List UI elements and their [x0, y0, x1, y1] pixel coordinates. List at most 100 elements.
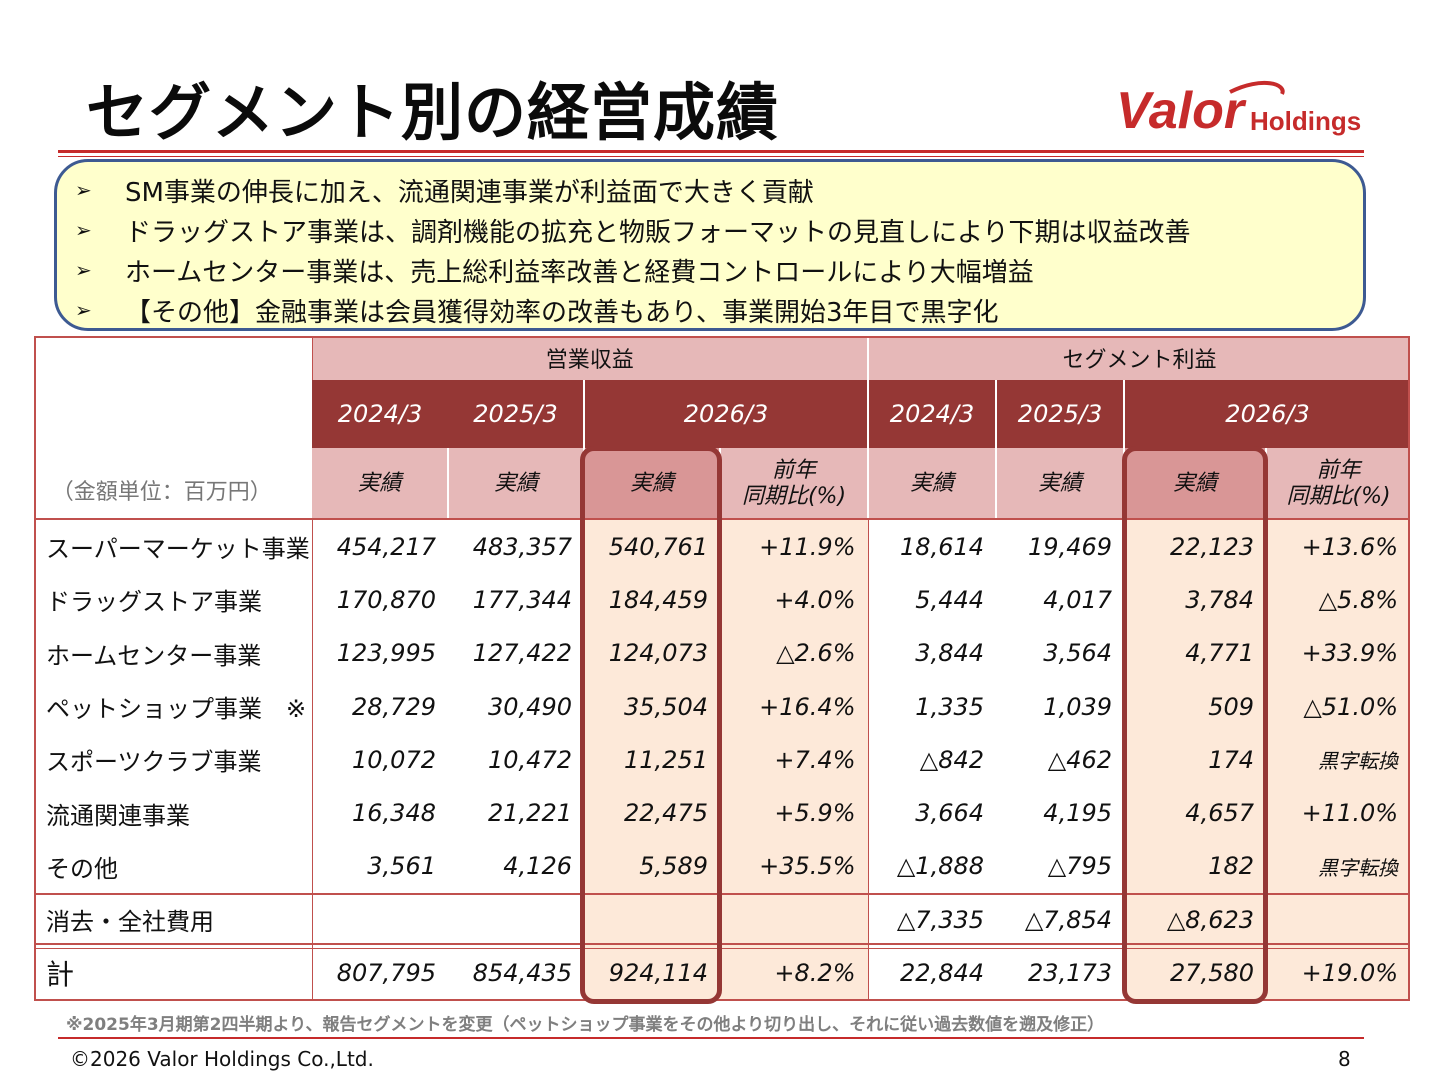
- header-year-2024-rev: 2024/3: [312, 380, 448, 448]
- rev-2025: 177,344: [472, 585, 572, 614]
- prof-yoy: 黒字転換: [1266, 839, 1411, 894]
- prof-yoy: △51.0%: [1266, 679, 1411, 734]
- summary-item: ➢ 【その他】金融事業は会員獲得効率の改善もあり、事業開始3年目で黒字化: [75, 290, 1363, 330]
- summary-item: ➢ SM事業の伸長に加え、流通関連事業が利益面で大きく貢献: [75, 170, 1363, 210]
- prof-2026: 182: [1124, 839, 1267, 894]
- elimination-divider: [34, 893, 1410, 895]
- table-row: 消去・全社費用 △7,335 △7,854 △8,623: [34, 893, 1411, 947]
- header-yoy-line1: 前年: [1316, 458, 1361, 483]
- prof-2026: 174: [1124, 733, 1267, 787]
- prof-yoy: +33.9%: [1266, 626, 1411, 680]
- prof-2025: 23,173: [1028, 959, 1113, 988]
- logo-swoosh: [1229, 80, 1285, 95]
- header-actual: 実績: [867, 448, 997, 520]
- table-row: その他 3,561 4,126 5,589 +35.5% △1,888 △795…: [34, 839, 1411, 894]
- prof-2025: 4,195: [1043, 799, 1113, 828]
- arrow-bullet-icon: ➢: [75, 218, 92, 242]
- header-revenue: 営業収益: [311, 336, 869, 380]
- rev-2026: 5,589: [584, 839, 720, 894]
- prof-2025: △795: [1047, 852, 1113, 881]
- title-rule-thin: [58, 156, 1364, 157]
- total-divider-double: [34, 948, 1410, 949]
- header-actual-current: 実績: [1123, 448, 1267, 520]
- rev-yoy: [720, 893, 869, 947]
- rev-yoy: +8.2%: [720, 946, 869, 1000]
- rev-2024: [311, 893, 448, 947]
- rev-2026: 540,761: [584, 520, 720, 574]
- logo-main-text: Valor: [1116, 82, 1247, 140]
- segment-label: スポーツクラブ事業: [46, 748, 262, 777]
- table-row-total: 計 807,795 854,435 924,114 +8.2% 22,844 2…: [34, 946, 1411, 1000]
- rev-2025: 10,472: [488, 745, 572, 774]
- prof-2026: 27,580: [1124, 946, 1267, 1000]
- header-year-2026-prof: 2026/3: [1123, 380, 1411, 448]
- rev-2025: 854,435: [472, 959, 572, 988]
- header-year-2025-prof: 2025/3: [995, 380, 1125, 448]
- rev-2026: 184,459: [584, 573, 720, 627]
- prof-2026: △8,623: [1124, 893, 1267, 947]
- prof-2026: 22,123: [1124, 520, 1267, 574]
- header-yoy-line2: 同期比(%): [741, 484, 847, 509]
- header-yoy-line2: 同期比(%): [1286, 484, 1391, 509]
- prof-2025: 19,469: [1028, 532, 1113, 561]
- rev-yoy: +11.9%: [720, 520, 869, 574]
- header-yoy: 前年 同期比(%): [718, 448, 869, 520]
- rev-2024: 10,072: [311, 733, 448, 787]
- arrow-bullet-icon: ➢: [75, 178, 92, 202]
- rev-2026: 35,504: [584, 679, 720, 734]
- header-actual: 実績: [995, 448, 1125, 520]
- summary-text: SM事業の伸長に加え、流通関連事業が利益面で大きく貢献: [125, 177, 814, 208]
- prof-2024: 5,444: [867, 573, 997, 627]
- rev-2024: 454,217: [311, 520, 448, 574]
- footer-rule: [58, 1037, 1364, 1039]
- rev-yoy: +4.0%: [720, 573, 869, 627]
- rev-2026: 11,251: [584, 733, 720, 787]
- rev-2025: 30,490: [488, 692, 572, 721]
- header-segment-profit: セグメント利益: [867, 336, 1411, 380]
- prof-2024: △842: [867, 733, 997, 787]
- header-divider: [34, 518, 1410, 520]
- segment-label: 計: [46, 958, 75, 992]
- rev-2025: [448, 893, 584, 946]
- rev-2026: 924,114: [584, 946, 720, 1000]
- rev-2024: 3,561: [311, 839, 448, 894]
- rev-2026: [584, 893, 720, 947]
- segment-label: 流通関連事業: [46, 801, 190, 830]
- prof-2025: 3,564: [1043, 639, 1113, 668]
- logo-sub-text: Holdings: [1250, 106, 1361, 136]
- prof-2025: 4,017: [1043, 585, 1113, 614]
- summary-text: ドラッグストア事業は、調剤機能の拡充と物販フォーマットの見直しにより下期は収益改…: [125, 217, 1191, 248]
- summary-box: ➢ SM事業の伸長に加え、流通関連事業が利益面で大きく貢献 ➢ ドラッグストア事…: [54, 159, 1366, 331]
- footnote: ※2025年3月期第2四半期より、報告セグメントを変更（ペットショップ事業をその…: [66, 1015, 1105, 1035]
- table-row: ペットショップ事業 ※ 28,729 30,490 35,504 +16.4% …: [34, 679, 1411, 734]
- prof-2025: 1,039: [1043, 692, 1113, 721]
- prof-yoy: △5.8%: [1266, 573, 1411, 627]
- rev-yoy: △2.6%: [720, 626, 869, 680]
- rev-2024: 16,348: [311, 786, 448, 840]
- company-logo: Valor Holdings: [1112, 70, 1364, 150]
- title-rule: [58, 150, 1364, 153]
- prof-2025: △7,854: [1024, 905, 1113, 934]
- prof-2024: 3,664: [867, 786, 997, 840]
- prof-yoy: +11.0%: [1266, 786, 1411, 840]
- summary-text: 【その他】金融事業は会員獲得効率の改善もあり、事業開始3年目で黒字化: [125, 297, 999, 328]
- segment-label: ホームセンター事業: [46, 641, 262, 670]
- segment-label: スーパーマーケット事業: [46, 535, 310, 564]
- header-actual-current: 実績: [583, 448, 720, 520]
- copyright: ©2026 Valor Holdings Co.,Ltd.: [70, 1047, 374, 1071]
- segment-label: その他: [46, 854, 118, 883]
- header-yoy-line1: 前年: [772, 458, 817, 483]
- table-row: ドラッグストア事業 170,870 177,344 184,459 +4.0% …: [34, 573, 1411, 627]
- rev-2025: 127,422: [472, 639, 572, 668]
- rev-2024: 170,870: [311, 573, 448, 627]
- header-year-2026-rev: 2026/3: [582, 380, 869, 448]
- rev-2026: 22,475: [584, 786, 720, 840]
- prof-2026: 509: [1124, 679, 1267, 734]
- header-actual: 実績: [312, 448, 448, 520]
- unit-note: （金額単位：百万円）: [34, 336, 312, 520]
- table-row: 流通関連事業 16,348 21,221 22,475 +5.9% 3,664 …: [34, 786, 1411, 840]
- arrow-bullet-icon: ➢: [75, 298, 92, 322]
- total-divider: [34, 943, 1410, 945]
- header-year-2025-rev: 2025/3: [448, 380, 584, 448]
- rev-2025: 483,357: [472, 532, 572, 561]
